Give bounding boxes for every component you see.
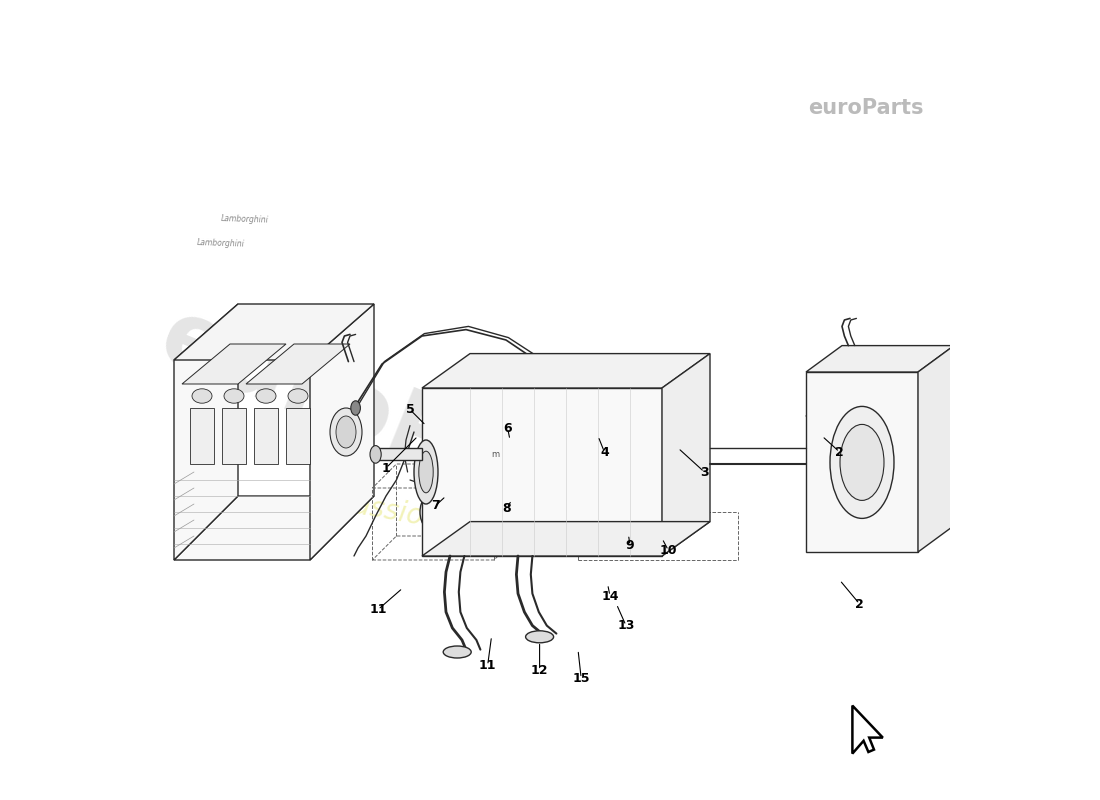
Text: 15: 15 xyxy=(572,672,590,685)
Polygon shape xyxy=(806,346,954,372)
Ellipse shape xyxy=(840,424,884,501)
Ellipse shape xyxy=(562,384,572,398)
Polygon shape xyxy=(466,512,526,542)
Text: 11: 11 xyxy=(478,659,496,672)
Text: Lamborghini: Lamborghini xyxy=(197,238,244,249)
Ellipse shape xyxy=(419,451,433,493)
Polygon shape xyxy=(222,408,246,464)
Polygon shape xyxy=(806,372,918,552)
Ellipse shape xyxy=(224,389,244,403)
Polygon shape xyxy=(422,388,662,556)
Ellipse shape xyxy=(351,401,361,415)
Polygon shape xyxy=(374,448,422,460)
Ellipse shape xyxy=(370,446,382,463)
Polygon shape xyxy=(310,304,374,560)
Text: euroParts: euroParts xyxy=(147,292,664,572)
Text: 14: 14 xyxy=(602,590,618,602)
Polygon shape xyxy=(182,344,286,384)
Ellipse shape xyxy=(443,646,471,658)
Ellipse shape xyxy=(336,416,356,448)
Polygon shape xyxy=(190,408,214,464)
Ellipse shape xyxy=(330,408,362,456)
Text: 8: 8 xyxy=(503,502,512,515)
Text: 13: 13 xyxy=(617,619,635,632)
Ellipse shape xyxy=(256,389,276,403)
Ellipse shape xyxy=(459,512,473,542)
Polygon shape xyxy=(918,346,954,552)
Polygon shape xyxy=(422,354,710,388)
Polygon shape xyxy=(254,408,278,464)
Ellipse shape xyxy=(504,490,512,498)
Text: a passion for parts: a passion for parts xyxy=(308,484,568,556)
Text: 1: 1 xyxy=(382,462,390,474)
Text: 10: 10 xyxy=(660,544,678,557)
Ellipse shape xyxy=(519,512,534,542)
Ellipse shape xyxy=(414,440,438,504)
Polygon shape xyxy=(544,516,578,540)
Ellipse shape xyxy=(830,406,894,518)
Polygon shape xyxy=(174,496,374,560)
Ellipse shape xyxy=(192,389,212,403)
Text: m: m xyxy=(492,450,499,459)
Polygon shape xyxy=(662,354,710,556)
Polygon shape xyxy=(422,522,710,556)
Polygon shape xyxy=(174,304,374,360)
Text: 2: 2 xyxy=(855,598,864,610)
Text: 2: 2 xyxy=(835,446,844,458)
Ellipse shape xyxy=(427,498,449,526)
Text: 9: 9 xyxy=(626,539,635,552)
Text: 12: 12 xyxy=(531,664,548,677)
Polygon shape xyxy=(286,408,310,464)
Polygon shape xyxy=(246,344,350,384)
Text: Lamborghini: Lamborghini xyxy=(220,214,268,225)
Text: 5: 5 xyxy=(406,403,415,416)
Text: 4: 4 xyxy=(600,446,608,458)
Text: euroParts: euroParts xyxy=(808,98,924,118)
Polygon shape xyxy=(174,304,238,560)
Ellipse shape xyxy=(420,490,456,534)
Ellipse shape xyxy=(526,630,553,643)
Ellipse shape xyxy=(288,389,308,403)
Text: 11: 11 xyxy=(370,603,387,616)
Text: 3: 3 xyxy=(700,466,708,478)
Text: 7: 7 xyxy=(431,499,440,512)
Text: 6: 6 xyxy=(504,422,512,434)
